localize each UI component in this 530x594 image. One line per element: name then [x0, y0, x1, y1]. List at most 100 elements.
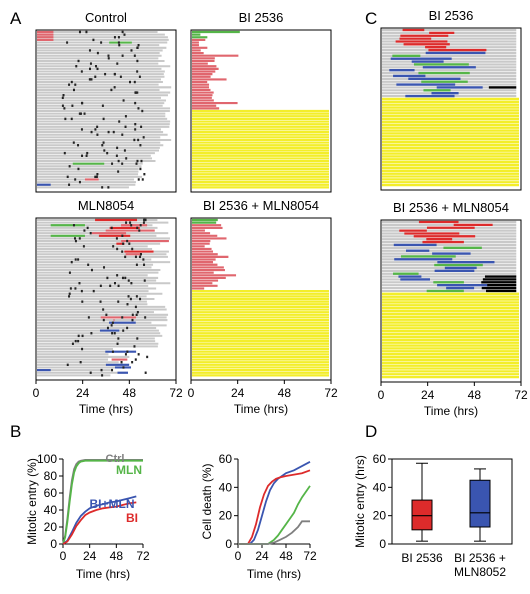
- mitosis-mark: [101, 186, 104, 189]
- mitosis-mark: [81, 347, 84, 351]
- mitosis-mark: [140, 159, 143, 163]
- mitosis-mark: [142, 258, 145, 261]
- plot-frame: [391, 458, 513, 545]
- x-axis-label: Time (hrs): [424, 404, 478, 418]
- mitosis-mark: [77, 258, 80, 261]
- plot-title: MLN8054: [78, 198, 134, 213]
- mitosis-mark: [74, 258, 77, 261]
- mitosis-mark: [80, 101, 83, 105]
- panel-a-letter: A: [10, 9, 22, 28]
- mitosis-mark: [74, 237, 77, 240]
- mitosis-mark: [126, 303, 129, 306]
- mitosis-mark: [116, 146, 119, 150]
- mitosis-mark: [96, 125, 99, 128]
- mitosis-mark: [144, 371, 147, 374]
- mitosis-mark: [138, 75, 141, 78]
- mitosis-mark: [70, 260, 73, 264]
- y-tick-label: 80: [44, 469, 58, 483]
- y-axis-label: Cell death (%): [200, 463, 214, 539]
- x-axis-label: Time (hrs): [76, 567, 130, 581]
- mitosis-mark: [71, 104, 74, 107]
- y-tick-label: 0: [50, 537, 57, 551]
- x-tick-label: 24: [83, 549, 97, 563]
- mitosis-mark: [92, 38, 95, 42]
- plot-title: BI 2536: [239, 10, 284, 25]
- mitosis-mark: [134, 91, 137, 94]
- mitosis-mark: [96, 51, 99, 55]
- mitosis-mark: [96, 67, 99, 71]
- x-tick-label: 24: [231, 386, 245, 400]
- mitosis-mark: [82, 245, 85, 248]
- mitosis-mark: [136, 91, 139, 94]
- mitosis-mark: [121, 54, 124, 57]
- series-line: [62, 501, 137, 545]
- mitosis-mark: [124, 353, 127, 356]
- mitosis-mark: [77, 339, 80, 343]
- mitosis-mark: [102, 141, 105, 144]
- x-tick-label: 0: [60, 549, 67, 563]
- mitosis-mark: [109, 284, 112, 288]
- mitosis-mark: [70, 80, 73, 84]
- mitosis-mark: [83, 229, 86, 232]
- series-line: [238, 485, 311, 545]
- mitosis-mark: [103, 266, 106, 269]
- mitosis-mark: [77, 59, 80, 63]
- mitosis-mark: [129, 221, 132, 224]
- mitosis-mark: [137, 178, 140, 181]
- mitosis-mark: [131, 318, 134, 322]
- mitosis-mark: [139, 167, 142, 171]
- mitosis-mark: [122, 366, 125, 369]
- mitosis-mark: [130, 224, 133, 227]
- mitosis-mark: [107, 186, 110, 189]
- mitosis-mark: [112, 130, 115, 134]
- mitosis-mark: [133, 138, 136, 142]
- mitosis-mark: [68, 271, 71, 274]
- mitosis-mark: [71, 342, 74, 345]
- series-line: [238, 520, 310, 545]
- mitosis-mark: [104, 72, 107, 76]
- mitosis-mark: [107, 54, 110, 57]
- plot-title: Control: [85, 10, 127, 25]
- mitosis-mark: [124, 115, 127, 118]
- mitosis-mark: [68, 183, 71, 186]
- mitosis-mark: [74, 83, 77, 86]
- panel-b-letter: B: [10, 422, 21, 441]
- mitosis-mark: [128, 242, 131, 245]
- mitosis-mark: [125, 157, 128, 160]
- mitosis-mark: [122, 242, 125, 245]
- mitosis-mark: [121, 162, 124, 165]
- mitosis-mark: [63, 107, 66, 110]
- mitosis-mark: [81, 334, 84, 338]
- mitosis-mark: [136, 226, 139, 230]
- mitosis-mark: [72, 224, 75, 227]
- mitosis-mark: [113, 332, 116, 335]
- mitosis-mark: [134, 101, 137, 105]
- mitosis-mark: [127, 295, 130, 298]
- x-axis-label: Time (hrs): [79, 402, 133, 416]
- mitosis-mark: [113, 72, 116, 76]
- series-label: MLN: [116, 463, 142, 477]
- mitosis-mark: [74, 239, 77, 243]
- mitosis-mark: [143, 218, 146, 222]
- mitosis-mark: [121, 316, 124, 319]
- mitosis-mark: [95, 65, 98, 68]
- mitosis-mark: [139, 224, 142, 227]
- mitosis-mark: [100, 368, 103, 372]
- category-label: BI 2536 +: [454, 551, 506, 565]
- y-tick-label: 40: [219, 480, 233, 494]
- x-tick-label: 24: [421, 388, 435, 402]
- mitosis-mark: [110, 324, 113, 327]
- mitosis-mark: [79, 112, 82, 115]
- mitosis-mark: [135, 263, 138, 266]
- mitosis-mark: [118, 120, 121, 123]
- y-tick-label: 0: [379, 537, 386, 551]
- mitosis-mark: [127, 279, 130, 282]
- mitosis-mark: [122, 329, 125, 332]
- mitosis-mark: [124, 125, 127, 128]
- mitosis-mark: [89, 62, 92, 65]
- panel-c-letter: C: [365, 9, 377, 28]
- mitosis-mark: [72, 141, 75, 144]
- mitosis-mark: [89, 371, 92, 374]
